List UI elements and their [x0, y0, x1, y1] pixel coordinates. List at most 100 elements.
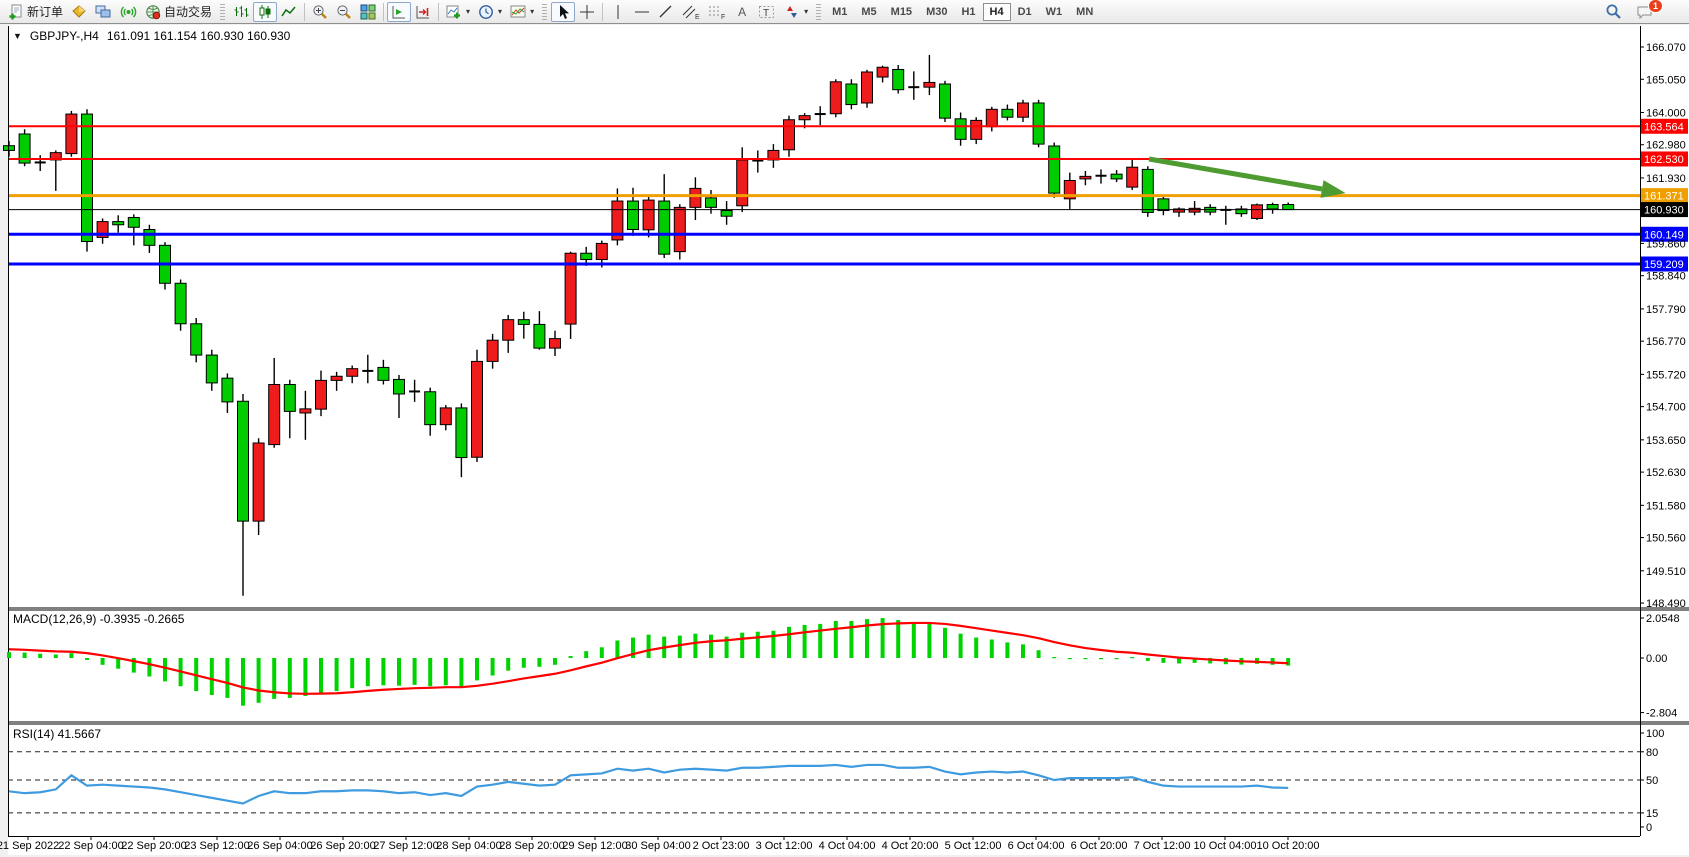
search-button[interactable] [1601, 2, 1626, 22]
new-order-button[interactable]: 新订单 [4, 2, 67, 22]
chart-bars-button[interactable] [229, 2, 253, 22]
svg-text:E: E [695, 14, 700, 20]
candle-body [549, 338, 561, 349]
chart-line-button[interactable] [277, 2, 301, 22]
toolbar-drag-handle[interactable] [816, 3, 822, 20]
macd-histogram-bar [599, 647, 604, 658]
candle-body [1157, 198, 1170, 212]
vertical-line-button[interactable] [606, 2, 630, 22]
tile-windows-button[interactable] [356, 2, 380, 22]
zoom-out-button[interactable] [332, 2, 356, 22]
macd-histogram-bar [506, 658, 511, 671]
time-axis-label: 10 Oct 04:00 [1194, 840, 1257, 852]
templates-button[interactable]: ▾ [506, 2, 538, 22]
timeframe-m30[interactable]: M30 [926, 5, 948, 18]
gold-brush-icon [72, 4, 86, 18]
macd-histogram-bar [272, 658, 277, 699]
macd-histogram-bar [53, 654, 58, 658]
rsi-indicator-label: RSI(14) 41.5667 [13, 727, 102, 741]
zoom-in-button[interactable] [308, 2, 332, 22]
text-label-icon: T [759, 5, 775, 19]
candle-body [486, 339, 499, 362]
macd-axis-label: -2.804 [1646, 708, 1677, 720]
fibonacci-button[interactable]: F [704, 2, 730, 22]
timeframe-h1[interactable]: H1 [961, 5, 976, 18]
candle-body [1141, 168, 1154, 213]
macd-histogram-bar [287, 658, 292, 698]
text-label-button[interactable]: T [754, 2, 780, 22]
arrows-button[interactable]: ▾ [780, 2, 812, 22]
zoom-out-icon [337, 4, 351, 19]
candle-body [424, 391, 437, 426]
signals-button[interactable] [116, 2, 141, 22]
auto-scroll-button[interactable] [387, 1, 412, 22]
timeframe-d1[interactable]: D1 [1017, 5, 1032, 18]
notifications-button[interactable]: 1 [1632, 0, 1663, 22]
price-axis-label: 155.720 [1646, 369, 1686, 381]
macd-histogram-bar [818, 623, 823, 658]
macd-histogram-bar [443, 658, 448, 686]
time-axis-label: 2 Oct 23:00 [693, 840, 750, 852]
toolbar-drag-handle[interactable] [542, 3, 548, 20]
price-axis-label: 158.840 [1646, 271, 1686, 283]
candle-body [798, 115, 811, 121]
price-axis-label: 149.510 [1646, 566, 1686, 578]
auto-trading-button[interactable]: 自动交易 [141, 2, 216, 22]
timeframe-h4[interactable]: H4 [982, 2, 1011, 21]
candle-body [1126, 166, 1139, 188]
new-order-label: 新订单 [27, 5, 64, 19]
arrows-icon [787, 5, 798, 18]
candle-body [252, 442, 265, 522]
time-axis-label: 27 Sep 12:00 [373, 840, 438, 852]
text-a-icon: A [738, 4, 747, 19]
candle-body [112, 221, 125, 226]
fibonacci-icon: F [709, 6, 725, 20]
macd-histogram-bar [1177, 658, 1181, 664]
indicators-button[interactable]: ▾ [442, 2, 474, 22]
macd-histogram-bar [365, 658, 370, 687]
candle-body [939, 83, 951, 119]
candle-body [705, 197, 717, 208]
timeframe-m1[interactable]: M1 [832, 5, 848, 18]
trendline-button[interactable] [654, 2, 678, 22]
chart-canvas[interactable]: 163.564 162.530 161.371 160.149 159.209 160.9… [0, 24, 1689, 857]
macd-histogram-bar [865, 619, 869, 658]
toolbar-separator [383, 2, 385, 21]
time-axis-label: 10 Oct 20:00 [1257, 840, 1320, 852]
chart-shift-button[interactable] [411, 2, 435, 22]
periods-button[interactable]: ▾ [474, 2, 506, 22]
tile-windows-icon [360, 4, 376, 19]
macd-histogram-bar [475, 658, 479, 681]
trend-arrow-head[interactable] [1320, 180, 1346, 198]
crosshair-button[interactable] [575, 2, 599, 22]
line-chart-icon [281, 6, 296, 16]
macd-histogram-bar [1099, 658, 1103, 660]
macd-histogram-bar [22, 652, 27, 658]
toolbar: 新订单 自动交易 [0, 0, 1689, 24]
time-axis-label: 7 Oct 12:00 [1134, 840, 1191, 852]
market-watch-button[interactable] [91, 2, 116, 22]
timeframe-mn[interactable]: MN [1076, 5, 1094, 18]
price-axis-label: 166.070 [1646, 42, 1686, 54]
price-axis-label: 151.580 [1646, 500, 1686, 512]
toolbar-drag-handle[interactable] [220, 3, 226, 20]
text-button[interactable]: A [730, 2, 754, 22]
chart-dropdown-icon[interactable]: ▼ [13, 31, 22, 41]
candle-body [455, 407, 468, 459]
styler-button[interactable] [67, 2, 91, 22]
price-level-badge-text: 163.564 [1644, 121, 1684, 133]
timeframe-m5[interactable]: M5 [861, 5, 877, 18]
candle-body [892, 68, 905, 91]
timeframe-w1[interactable]: W1 [1045, 5, 1063, 18]
clock-icon [479, 4, 493, 19]
ohlc-values: 161.091 161.154 160.930 160.930 [106, 29, 291, 43]
candle-body [1251, 204, 1263, 219]
time-axis-label: 22 Sep 04:00 [58, 840, 123, 852]
horizontal-line-button[interactable] [630, 2, 654, 22]
equidistant-channel-button[interactable]: E [678, 2, 704, 22]
chart-candles-button[interactable] [253, 1, 278, 22]
cursor-button[interactable] [551, 1, 576, 22]
candle-body [658, 200, 671, 255]
trend-arrow-line[interactable] [1148, 156, 1323, 192]
timeframe-m15[interactable]: M15 [890, 5, 913, 18]
